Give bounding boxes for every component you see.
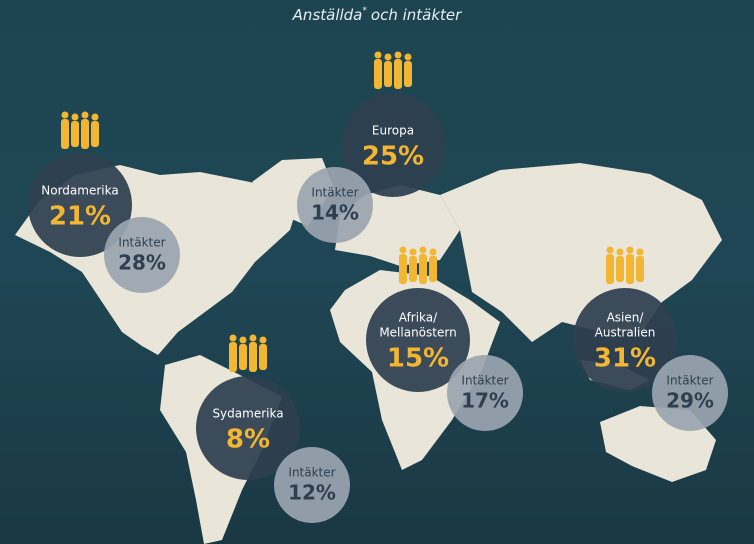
person-head — [374, 51, 382, 59]
people-icon — [606, 246, 644, 284]
title-rest: och intäkter — [371, 6, 462, 24]
revenue-share: 29% — [666, 389, 714, 413]
people-icon — [374, 51, 412, 89]
regions: Nordamerika21%Intäkter28%Europa25%Intäkt… — [28, 51, 728, 523]
person-head — [606, 246, 614, 254]
revenue-label: Intäkter — [288, 466, 335, 480]
person-head — [404, 53, 412, 61]
person-body — [91, 121, 99, 147]
person-body — [409, 256, 417, 282]
title: Anställda* och intäkter — [292, 6, 462, 24]
person-head — [71, 113, 79, 121]
revenue-label: Intäkter — [118, 236, 165, 250]
revenue-share: 12% — [288, 481, 336, 505]
revenue-circle — [297, 167, 373, 243]
revenue-circle — [447, 355, 523, 431]
revenue-label: Intäkter — [311, 186, 358, 200]
revenue-share: 14% — [311, 201, 359, 225]
employees-circle — [196, 376, 300, 480]
person-head — [259, 336, 267, 344]
employees-circle — [28, 153, 132, 257]
person-head — [91, 113, 99, 121]
people-icon — [229, 334, 267, 372]
person-body — [404, 61, 412, 87]
title-mark: * — [362, 6, 367, 16]
person-body — [429, 256, 437, 282]
employees-circle — [366, 288, 470, 392]
person-body — [616, 256, 624, 282]
person-body — [259, 344, 267, 370]
person-head — [419, 246, 427, 254]
person-body — [394, 59, 402, 89]
person-head — [249, 334, 257, 342]
person-head — [626, 246, 634, 254]
region-name: Sydamerika — [212, 407, 283, 421]
person-body — [374, 59, 382, 89]
person-head — [409, 248, 417, 256]
person-head — [384, 53, 392, 61]
person-head — [616, 248, 624, 256]
region-name: Nordamerika — [41, 184, 118, 198]
person-head — [399, 246, 407, 254]
revenue-label: Intäkter — [666, 374, 713, 388]
region-name: Afrika/ — [399, 311, 438, 325]
title-main: Anställda — [292, 6, 363, 24]
person-head — [229, 334, 237, 342]
person-body — [81, 119, 89, 149]
person-body — [249, 342, 257, 372]
person-body — [419, 254, 427, 284]
employees-share: 31% — [594, 344, 656, 374]
people-icon — [61, 111, 99, 149]
person-head — [81, 111, 89, 119]
person-head — [239, 336, 247, 344]
region-name: Australien — [595, 326, 656, 340]
people-icon — [399, 246, 437, 284]
employees-share: 8% — [226, 425, 270, 455]
region-name: Asien/ — [607, 311, 645, 325]
revenue-share: 17% — [461, 389, 509, 413]
revenue-circle — [274, 447, 350, 523]
revenue-circle — [104, 217, 180, 293]
person-body — [399, 254, 407, 284]
person-body — [71, 121, 79, 147]
person-head — [429, 248, 437, 256]
employees-share: 15% — [387, 344, 449, 374]
person-body — [61, 119, 69, 149]
person-head — [636, 248, 644, 256]
employees-circle — [341, 93, 445, 197]
employees-share: 25% — [362, 142, 424, 172]
person-body — [384, 61, 392, 87]
revenue-share: 28% — [118, 251, 166, 275]
person-body — [239, 344, 247, 370]
person-body — [606, 254, 614, 284]
region-name: Mellanöstern — [379, 326, 456, 340]
region-name: Europa — [372, 124, 414, 138]
employees-share: 21% — [49, 202, 111, 232]
person-head — [61, 111, 69, 119]
employees-circle — [573, 288, 677, 392]
person-body — [636, 256, 644, 282]
person-body — [626, 254, 634, 284]
revenue-label: Intäkter — [461, 374, 508, 388]
person-body — [229, 342, 237, 372]
revenue-circle — [652, 355, 728, 431]
person-head — [394, 51, 402, 59]
